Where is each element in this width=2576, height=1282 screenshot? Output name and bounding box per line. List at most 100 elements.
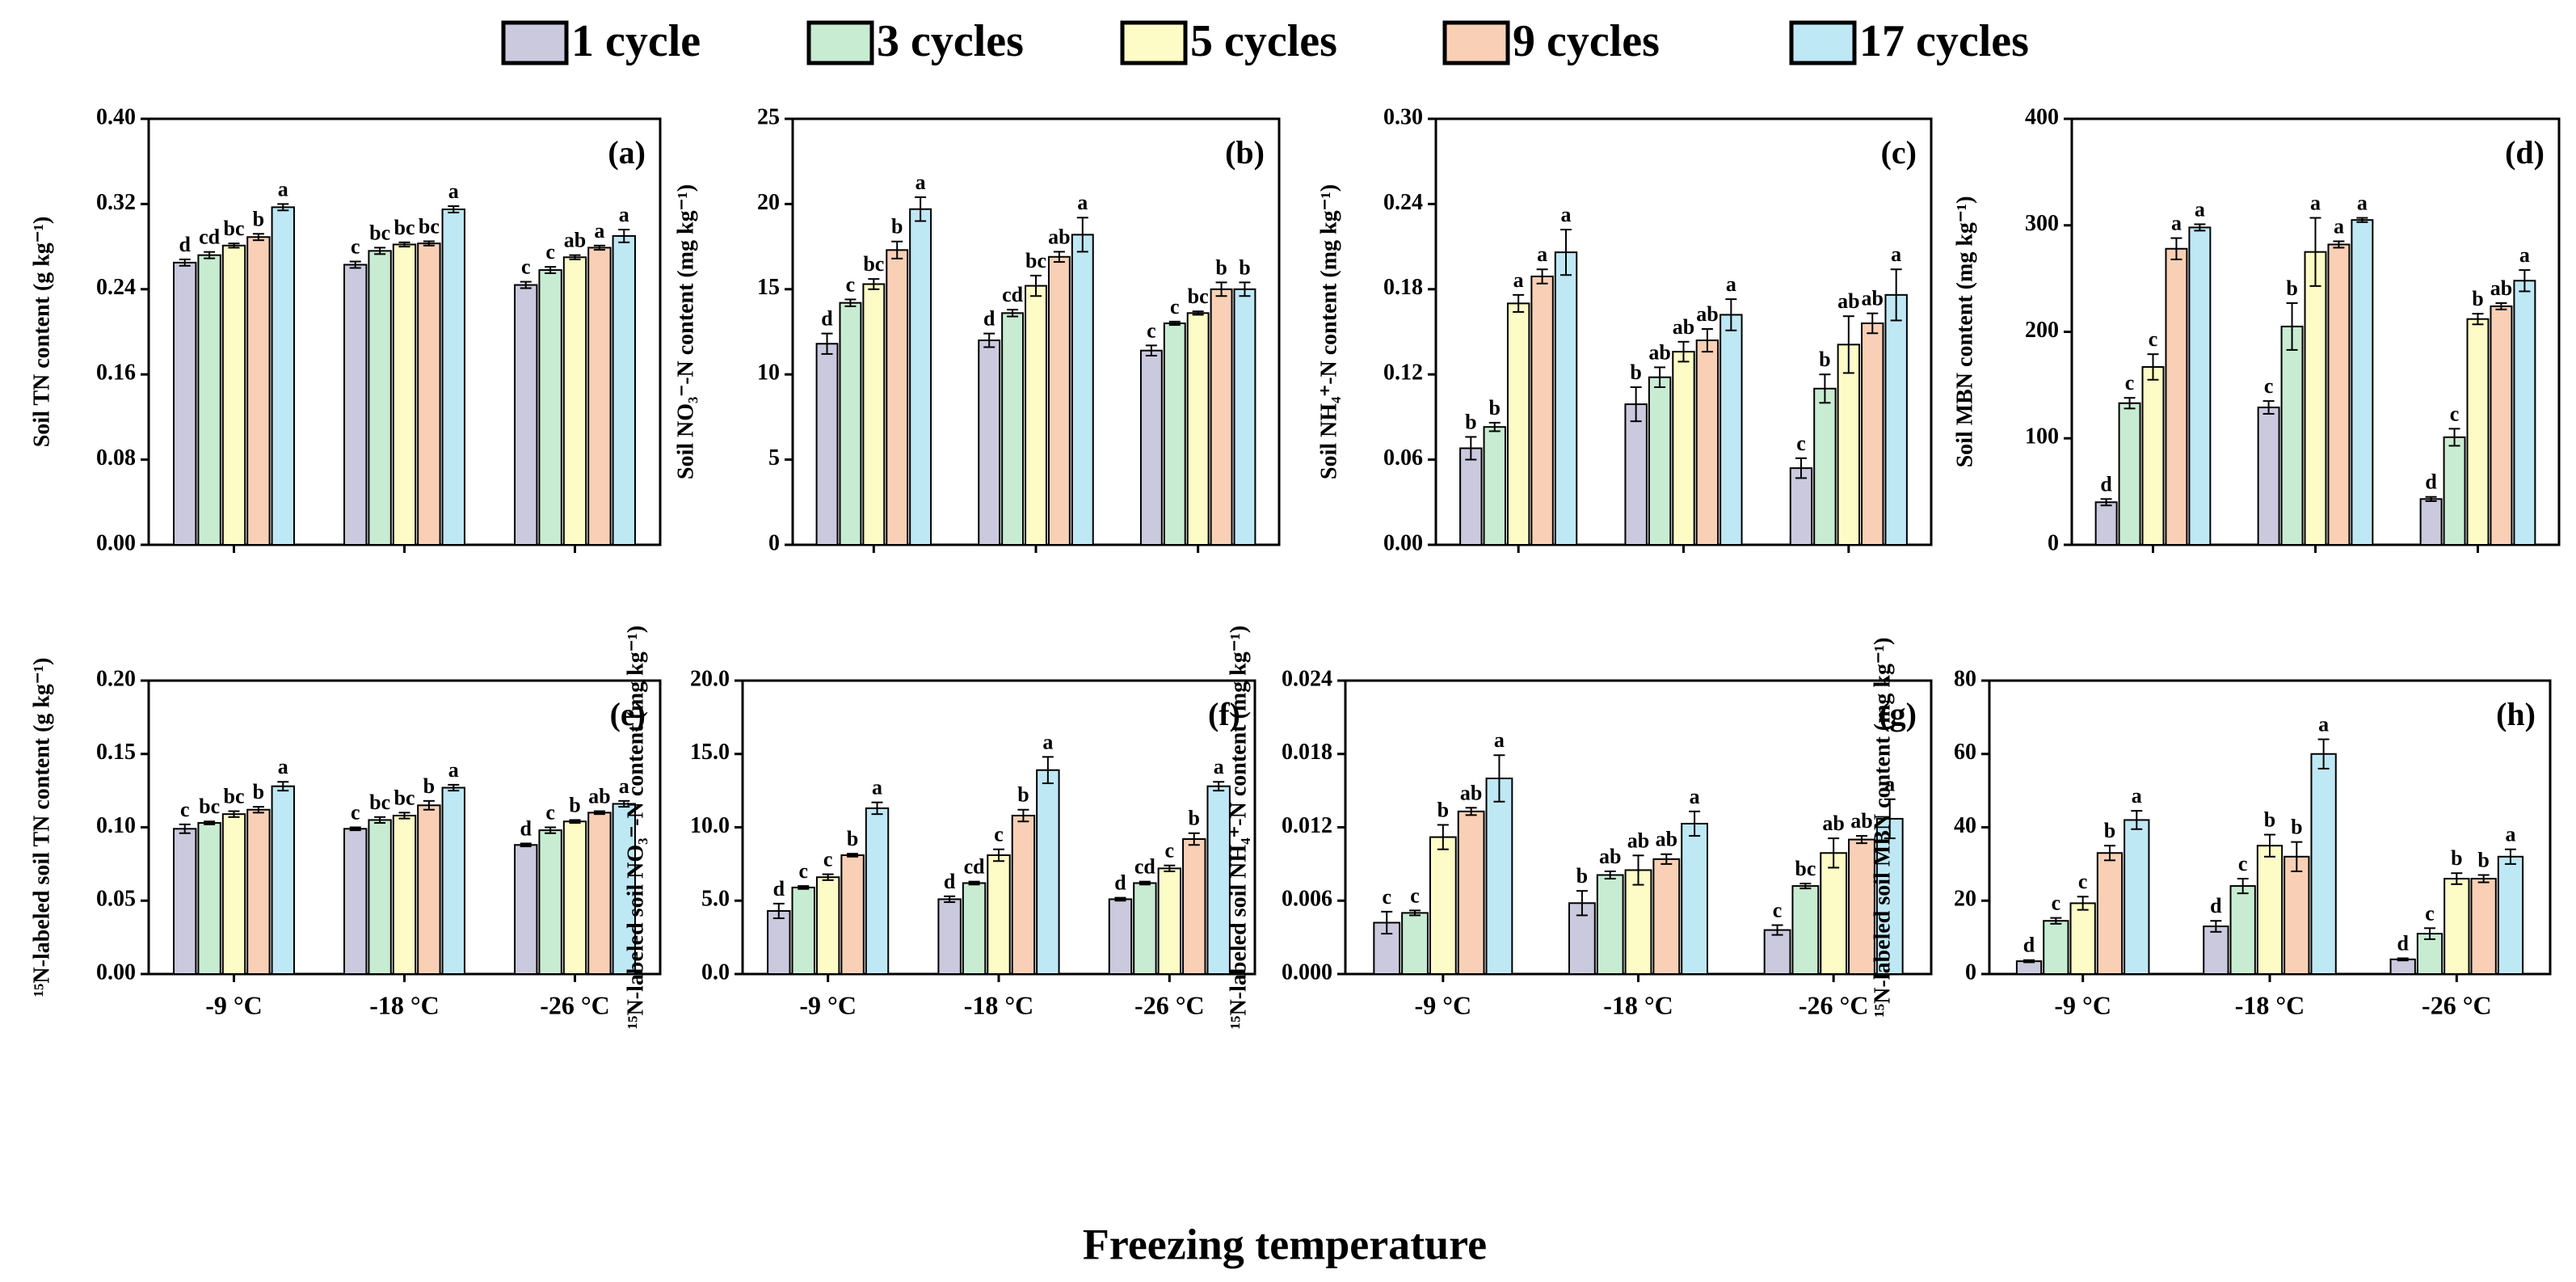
bar (2141, 365, 2165, 546)
error-bar (349, 260, 361, 269)
bar (173, 828, 197, 975)
y-tick-label: 0.12 (1383, 361, 1423, 386)
significance-letter: ab (1460, 781, 1482, 804)
error-bar (1560, 229, 1572, 276)
x-tick-label: -9 °C (799, 990, 857, 1019)
significance-letter: a (2195, 197, 2205, 221)
bar (1695, 339, 1719, 546)
bar (2188, 226, 2212, 546)
error-bar (2495, 302, 2507, 310)
legend-swatch (1442, 20, 1510, 65)
y-tick-label: 0.18 (1383, 275, 1423, 300)
y-tick-label: 0.012 (1282, 813, 1332, 838)
error-bar (868, 278, 880, 290)
legend-swatch (1120, 20, 1188, 65)
significance-letter: a (1494, 728, 1505, 752)
x-tick-label: -26 °C (2422, 990, 2492, 1019)
significance-letter: b (1239, 255, 1250, 279)
error-bar (204, 820, 216, 825)
error-bar (1890, 268, 1902, 322)
y-axis-title: ¹⁵N-labeled soil NO₃⁻-N content (mg kg⁻¹… (623, 626, 648, 1029)
bar (221, 813, 246, 975)
bar (1837, 344, 1861, 546)
error-bar (2397, 957, 2409, 962)
significance-letter: d (2425, 470, 2437, 494)
bar (2280, 325, 2304, 546)
error-bar (1381, 910, 1393, 935)
panel-label: (b) (1225, 134, 1265, 171)
significance-letter: a (1042, 730, 1053, 753)
significance-letter: c (823, 848, 833, 871)
significance-letter: b (1215, 255, 1227, 279)
error-bar (398, 241, 410, 248)
y-tick-label: 0.16 (96, 361, 136, 386)
bar (2419, 498, 2443, 546)
significance-letter: b (1489, 396, 1501, 420)
error-bar (1677, 340, 1690, 363)
y-tick-label: 0.06 (1383, 445, 1423, 470)
error-bar (545, 826, 557, 834)
error-bar (1795, 457, 1807, 479)
y-tick-label: 0.08 (96, 445, 136, 470)
error-bar (1465, 807, 1477, 816)
x-tick-label: -18 °C (2235, 990, 2305, 1019)
significance-letter: b (1630, 361, 1641, 384)
bar (1848, 838, 1875, 975)
y-tick-label: 0.32 (96, 190, 136, 215)
bar (2443, 878, 2470, 976)
bar (562, 256, 587, 546)
error-bar (2504, 848, 2516, 865)
significance-letter: bc (224, 217, 245, 240)
significance-letter: c (1147, 318, 1156, 342)
bar (612, 803, 636, 976)
significance-letter: bc (394, 786, 415, 809)
error-bar (398, 812, 410, 820)
error-bar (983, 332, 995, 348)
significance-letter: b (2291, 816, 2302, 839)
bar (2327, 243, 2351, 546)
significance-letter: b (253, 780, 264, 803)
error-bar (1409, 909, 1421, 917)
bar (562, 820, 587, 975)
y-tick-label: 20.0 (690, 666, 730, 691)
error-bar (374, 816, 386, 824)
error-bar (1604, 870, 1616, 880)
legend-swatch (806, 20, 874, 65)
y-axis-title: Soil MBN content (mg kg⁻¹) (1952, 196, 1977, 468)
error-bar (1630, 386, 1642, 423)
error-bar (968, 880, 980, 886)
bar (862, 283, 886, 546)
bar (1401, 912, 1429, 975)
y-tick-label: 20 (757, 190, 780, 215)
significance-letter: cd (964, 855, 986, 879)
bar (815, 876, 840, 975)
y-tick-label: 0.000 (1282, 959, 1332, 985)
y-tick-label: 100 (2025, 424, 2059, 449)
error-bar (1771, 924, 1783, 936)
bar (1025, 285, 1047, 546)
bar (2310, 753, 2337, 975)
significance-letter: bc (369, 791, 390, 814)
significance-letter: c (2052, 892, 2061, 915)
legend-label: 3 cycles (877, 16, 1024, 66)
significance-letter: d (1114, 871, 1126, 895)
bar (2470, 878, 2497, 976)
bar (2389, 958, 2416, 975)
error-bar (1488, 421, 1501, 432)
bar (840, 854, 865, 975)
y-tick-label: 0.018 (1282, 740, 1332, 765)
significance-letter: a (2171, 212, 2182, 235)
significance-letter: bc (369, 221, 390, 244)
bar (1485, 778, 1513, 975)
significance-letter: c (521, 255, 531, 279)
significance-letter: d (2023, 934, 2035, 957)
significance-letter: d (983, 307, 995, 331)
significance-letter: d (179, 233, 191, 256)
bar (1139, 349, 1163, 546)
error-bar (569, 819, 581, 824)
significance-letter: ab (1599, 845, 1621, 868)
error-bar (2425, 496, 2437, 502)
significance-letter: b (1819, 348, 1830, 371)
significance-letter: c (846, 272, 856, 296)
bar (1813, 387, 1837, 546)
